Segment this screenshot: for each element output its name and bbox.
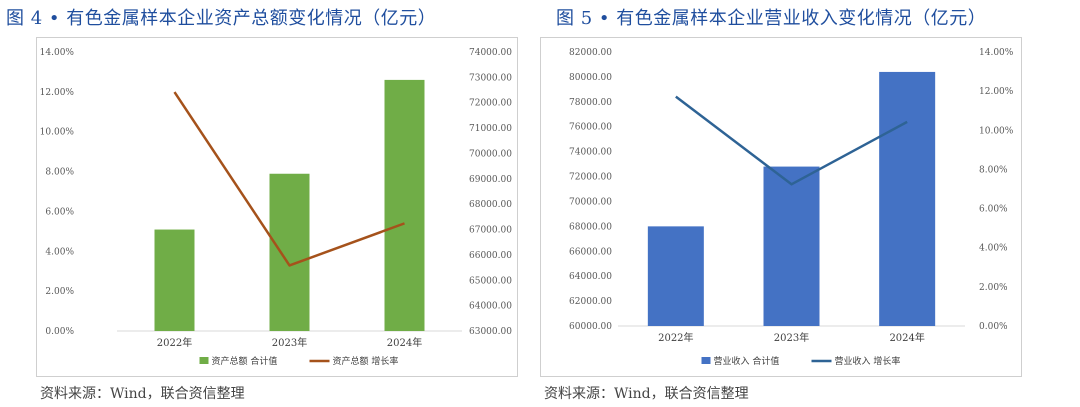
left-axis-tick-label: 12.00% (40, 88, 75, 98)
left-axis-tick-label: 8.00% (45, 168, 74, 178)
left-axis-tick-label: 6.00% (45, 207, 74, 217)
revenue-chart: 60000.00 62000.00 64000.00 66000.00 68000.00… (569, 48, 1014, 367)
left-axis-tick-label: 76000.00 (569, 123, 612, 133)
right-axis-tick-label: 2.00% (979, 283, 1008, 293)
left-axis-tick-label: 10.00% (40, 128, 75, 138)
left-axis-tick-label: 74000.00 (569, 148, 612, 158)
legend-bar-swatch (701, 357, 711, 364)
figure-4-title: 图 4 • 有色金属样本企业资产总额变化情况（亿元） (6, 8, 437, 29)
left-axis-tick-label: 72000.00 (569, 173, 612, 183)
left-axis-tick-label: 82000.00 (569, 48, 612, 58)
left-axis-tick-label: 66000.00 (569, 247, 612, 257)
left-axis-tick-label: 60000.00 (569, 322, 612, 332)
right-axis-tick-label: 72000.00 (469, 99, 512, 109)
bar (879, 71, 936, 326)
right-axis-tick-label: 73000.00 (469, 73, 512, 83)
legend-line-label: 资产总额 增长率 (333, 355, 399, 367)
left-axis-tick-label: 70000.00 (569, 197, 612, 207)
bar (384, 79, 425, 332)
right-axis-tick-label: 14.00% (979, 48, 1014, 58)
left-axis-tick-label: 4.00% (45, 247, 74, 257)
category-label: 2024年 (889, 331, 924, 344)
bar (763, 166, 820, 326)
right-axis-tick-label: 4.00% (979, 244, 1008, 254)
right-axis-tick-label: 66000.00 (469, 251, 512, 261)
right-axis-tick-label: 12.00% (979, 87, 1014, 97)
category-label: 2024年 (387, 336, 422, 349)
right-axis-tick-label: 69000.00 (469, 175, 512, 185)
growth-rate-line (675, 95, 908, 186)
legend-bar-label: 营业收入 合计值 (714, 355, 780, 367)
assets-chart: 0.00% 2.00% 4.00% 6.00% 8.00% 10.00% 12.00% 14.… (40, 48, 513, 367)
figure-5-title: 图 5 • 有色金属样本企业营业收入变化情况（亿元） (556, 8, 987, 29)
left-axis-tick-label: 2.00% (45, 287, 74, 297)
left-axis-tick-label: 0.00% (45, 327, 74, 337)
category-label: 2023年 (774, 331, 809, 344)
right-axis-tick-label: 63000.00 (469, 327, 512, 337)
right-axis-tick-label: 64000.00 (469, 302, 512, 312)
bar (647, 226, 704, 326)
left-axis-tick-label: 78000.00 (569, 98, 612, 108)
legend-bar-label: 资产总额 合计值 (212, 355, 278, 367)
right-axis-tick-label: 71000.00 (469, 124, 512, 134)
chart-panel-assets: 0.00% 2.00% 4.00% 6.00% 8.00% 10.00% 12.00% 14.… (36, 37, 518, 377)
right-axis-tick-label: 10.00% (979, 126, 1014, 136)
right-axis-tick-label: 70000.00 (469, 149, 512, 159)
right-axis-tick-label: 6.00% (979, 205, 1008, 215)
right-axis-tick-label: 74000.00 (469, 48, 512, 58)
legend-bar-swatch (199, 357, 209, 364)
left-axis-tick-label: 14.00% (40, 48, 75, 58)
legend-line-label: 营业收入 增长率 (835, 355, 901, 367)
growth-rate-line (173, 91, 405, 267)
left-axis-tick-label: 62000.00 (569, 297, 612, 307)
category-label: 2022年 (157, 336, 192, 349)
bar (154, 229, 195, 331)
right-axis-tick-label: 67000.00 (469, 226, 512, 236)
right-axis-tick-label: 8.00% (979, 165, 1008, 175)
figure-5-source: 资料来源：Wind，联合资信整理 (544, 386, 749, 402)
left-axis-tick-label: 68000.00 (569, 222, 612, 232)
right-axis-tick-label: 0.00% (979, 322, 1008, 332)
chart-panel-revenue: 60000.00 62000.00 64000.00 66000.00 68000.00… (540, 37, 1022, 377)
left-axis-tick-label: 80000.00 (569, 73, 612, 83)
figure-4-source: 资料来源：Wind，联合资信整理 (40, 386, 245, 402)
bar (269, 173, 310, 331)
category-label: 2022年 (658, 331, 693, 344)
left-axis-tick-label: 64000.00 (569, 272, 612, 282)
right-axis-tick-label: 68000.00 (469, 200, 512, 210)
right-axis-tick-label: 65000.00 (469, 276, 512, 286)
category-label: 2023年 (272, 336, 307, 349)
